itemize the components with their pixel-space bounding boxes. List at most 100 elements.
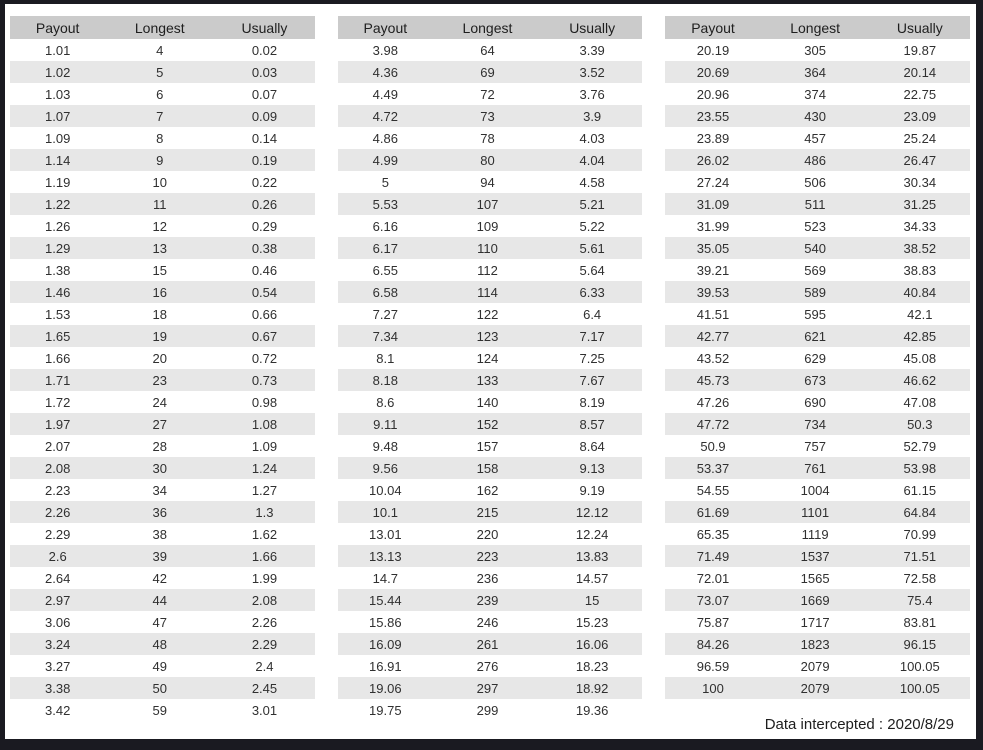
- table-cell: 13.01: [369, 526, 402, 542]
- table-row: 6.16 109 5.22: [338, 215, 643, 237]
- table-cell: 64: [480, 42, 495, 58]
- table-cell: 1.08: [214, 413, 315, 435]
- table-row: 1.71 23 0.73: [10, 369, 315, 391]
- table-cell: 24: [152, 394, 168, 410]
- table-cell: 54.55: [696, 482, 730, 498]
- table-row: 4.49 72 3.76: [338, 83, 643, 105]
- table-cell: 1669: [760, 589, 870, 611]
- table-cell: 0.14: [251, 130, 278, 146]
- table-cell: 511: [760, 193, 870, 215]
- table-cell: 5.61: [541, 237, 643, 259]
- table-cell: 8.6: [376, 394, 395, 410]
- table-row: 100 2079 100.05: [665, 677, 971, 699]
- table-cell: 16.09: [337, 633, 433, 655]
- table-cell: 2.07: [45, 438, 71, 454]
- table-row: 9.56 158 9.13: [337, 457, 643, 479]
- table-cell: 9.48: [372, 438, 398, 454]
- table-row: 8.1 124 7.25: [338, 347, 643, 369]
- table-row: 20.69 364 20.14: [665, 61, 971, 83]
- table-cell: 673: [760, 369, 870, 391]
- table-cell: 15: [541, 589, 643, 611]
- table-cell: 3.06: [45, 614, 71, 630]
- table-cell: 140: [476, 394, 499, 410]
- table-cell: 31.25: [869, 193, 971, 215]
- table-row: 23.55 430 23.09: [665, 105, 971, 127]
- table-cell: 19.75: [369, 702, 402, 718]
- table-row: 1.19 10 0.22: [10, 171, 315, 193]
- table-cell: 75.4: [869, 589, 971, 611]
- table-cell: 47.26: [696, 394, 730, 410]
- table-row: 23.89 457 25.24: [665, 127, 970, 149]
- table-row: 1.09 8 0.14: [10, 127, 315, 149]
- table-cell: 1.71: [10, 369, 106, 391]
- table-row: 47.72 734 50.3: [665, 413, 971, 435]
- table-cell: 59: [152, 702, 168, 718]
- table-row: 3.24 48 2.29: [10, 633, 315, 655]
- table-cell: 1.62: [251, 526, 278, 542]
- table-row: 65.35 1119 70.99: [665, 523, 970, 545]
- table-cell: 152: [432, 413, 542, 435]
- column-header: Usually: [541, 16, 643, 39]
- table-row: 1.07 7 0.09: [10, 105, 315, 127]
- table-cell: 1.24: [214, 457, 315, 479]
- table-cell: 23.09: [869, 105, 971, 127]
- table-row: 2.29 38 1.62: [10, 523, 315, 545]
- table-cell: 8.64: [579, 438, 605, 454]
- table-cell: 3.52: [541, 61, 643, 83]
- table-cell: 10.04: [369, 482, 402, 498]
- table-cell: 109: [476, 218, 499, 234]
- table-row: 1.66 20 0.72: [10, 347, 315, 369]
- table-cell: 621: [760, 325, 870, 347]
- table-row: 72.01 1565 72.58: [665, 567, 970, 589]
- table-cell: 4.04: [541, 149, 643, 171]
- table-cell: 84.26: [665, 633, 761, 655]
- table-row: 16.09 261 16.06: [337, 633, 643, 655]
- table-cell: 65.35: [696, 526, 730, 542]
- table-cell: 7.67: [541, 369, 643, 391]
- table-row: 20.96 374 22.75: [665, 83, 970, 105]
- table-row: 6.55 112 5.64: [338, 259, 643, 281]
- table-cell: 0.67: [214, 325, 315, 347]
- table-cell: 5.21: [541, 193, 643, 215]
- table-cell: 7.25: [579, 350, 605, 366]
- table-cell: 36: [105, 501, 215, 523]
- table-row: 13.13 223 13.83: [337, 545, 643, 567]
- table-cell: 28: [152, 438, 168, 454]
- table-row: 20.19 305 19.87: [665, 39, 970, 61]
- data-intercepted-note: Data intercepted : 2020/8/29: [764, 716, 954, 733]
- table-row: 8.6 140 8.19: [338, 391, 643, 413]
- table-cell: 1.99: [251, 570, 278, 586]
- table-cell: 19.87: [903, 42, 937, 58]
- table-cell: 305: [804, 42, 826, 58]
- table-cell: 1.14: [10, 149, 106, 171]
- table-cell: 8.57: [541, 413, 643, 435]
- table-cell: 1.66: [214, 545, 315, 567]
- table-cell: 38.52: [869, 237, 971, 259]
- table-cell: 2.08: [214, 589, 315, 611]
- table-row: 3.06 47 2.26: [10, 611, 315, 633]
- table-cell: 162: [476, 482, 499, 498]
- table-cell: 1.02: [10, 61, 106, 83]
- table-cell: 1.01: [45, 42, 71, 58]
- table-cell: 1717: [800, 614, 830, 630]
- table-cell: 123: [432, 325, 542, 347]
- table-row: 14.7 236 14.57: [338, 567, 643, 589]
- table-row: 4.72 73 3.9: [337, 105, 643, 127]
- table-cell: 45.73: [665, 369, 761, 391]
- table-cell: 2.08: [10, 457, 106, 479]
- table-cell: 4.49: [372, 86, 398, 102]
- table-cell: 9.56: [337, 457, 433, 479]
- table-row: 4.99 80 4.04: [337, 149, 643, 171]
- table-cell: 13.83: [541, 545, 643, 567]
- table-cell: 5: [381, 174, 389, 190]
- table-cell: 1.97: [10, 413, 106, 435]
- table-cell: 13.13: [337, 545, 433, 567]
- table-cell: 96.15: [869, 633, 971, 655]
- table-row: 61.69 1101 64.84: [665, 501, 971, 523]
- table-cell: 46.62: [869, 369, 971, 391]
- table-cell: 94: [480, 174, 495, 190]
- table-cell: 3.38: [10, 677, 106, 699]
- table-cell: 71.49: [665, 545, 761, 567]
- table-cell: 3.27: [45, 658, 71, 674]
- table-cell: 13: [105, 237, 215, 259]
